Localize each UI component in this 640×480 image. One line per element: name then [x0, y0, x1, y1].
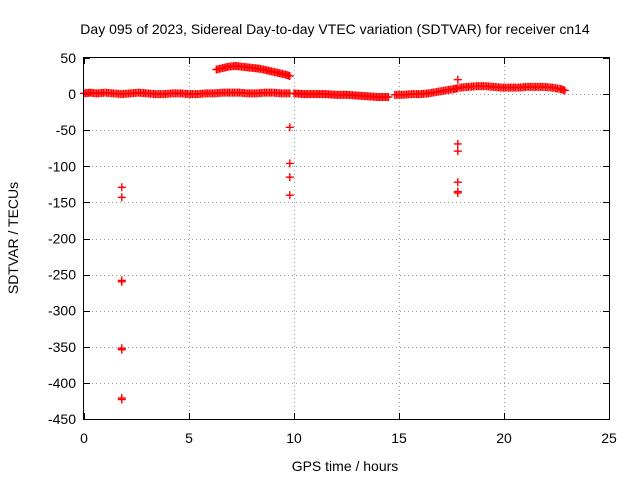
tick-labels: 0 5 10 15 20 25 50 0 -50 -100 -150 -200 -250 -300 -350…: [48, 50, 617, 446]
outlier-point: [453, 189, 462, 198]
y-tick-label: -300: [48, 303, 76, 319]
outlier-point: [453, 75, 462, 84]
y-tick-label: -150: [48, 194, 76, 210]
outlier-point: [285, 173, 294, 182]
y-tick-label: -350: [48, 339, 76, 355]
outlier-point: [285, 123, 294, 132]
y-tick-label: -200: [48, 231, 76, 247]
x-axis-label: GPS time / hours: [292, 458, 399, 474]
x-tick-label: 5: [185, 430, 193, 446]
outlier-point: [453, 178, 462, 187]
y-tick-label: 50: [60, 50, 76, 66]
outlier-point: [453, 139, 462, 148]
data-point: [285, 72, 294, 81]
x-tick-label: 20: [496, 430, 512, 446]
y-tick-label: 0: [68, 86, 76, 102]
x-tick-label: 0: [80, 430, 88, 446]
plot-frame: [83, 57, 610, 420]
x-tick-label: 15: [391, 430, 407, 446]
outlier-point: [117, 277, 126, 286]
data-points: [80, 61, 569, 404]
grid-lines: [84, 58, 609, 419]
chart-title: Day 095 of 2023, Sidereal Day-to-day VTE…: [80, 21, 590, 37]
outlier-point: [453, 147, 462, 156]
y-tick-label: -100: [48, 158, 76, 174]
outlier-point: [117, 395, 126, 404]
y-tick-label: -400: [48, 375, 76, 391]
outlier-point: [117, 193, 126, 202]
y-tick-label: -50: [56, 122, 76, 138]
y-tick-label: -450: [48, 411, 76, 427]
y-axis-label: SDTVAR / TECUs: [5, 182, 21, 294]
x-tick-label: 25: [601, 430, 617, 446]
outlier-point: [117, 183, 126, 192]
data-point: [384, 92, 393, 101]
outlier-point: [285, 159, 294, 168]
y-tick-label: -250: [48, 267, 76, 283]
outlier-point: [117, 345, 126, 354]
x-tick-label: 10: [286, 430, 302, 446]
outlier-point: [285, 191, 294, 200]
data-point: [560, 86, 569, 95]
